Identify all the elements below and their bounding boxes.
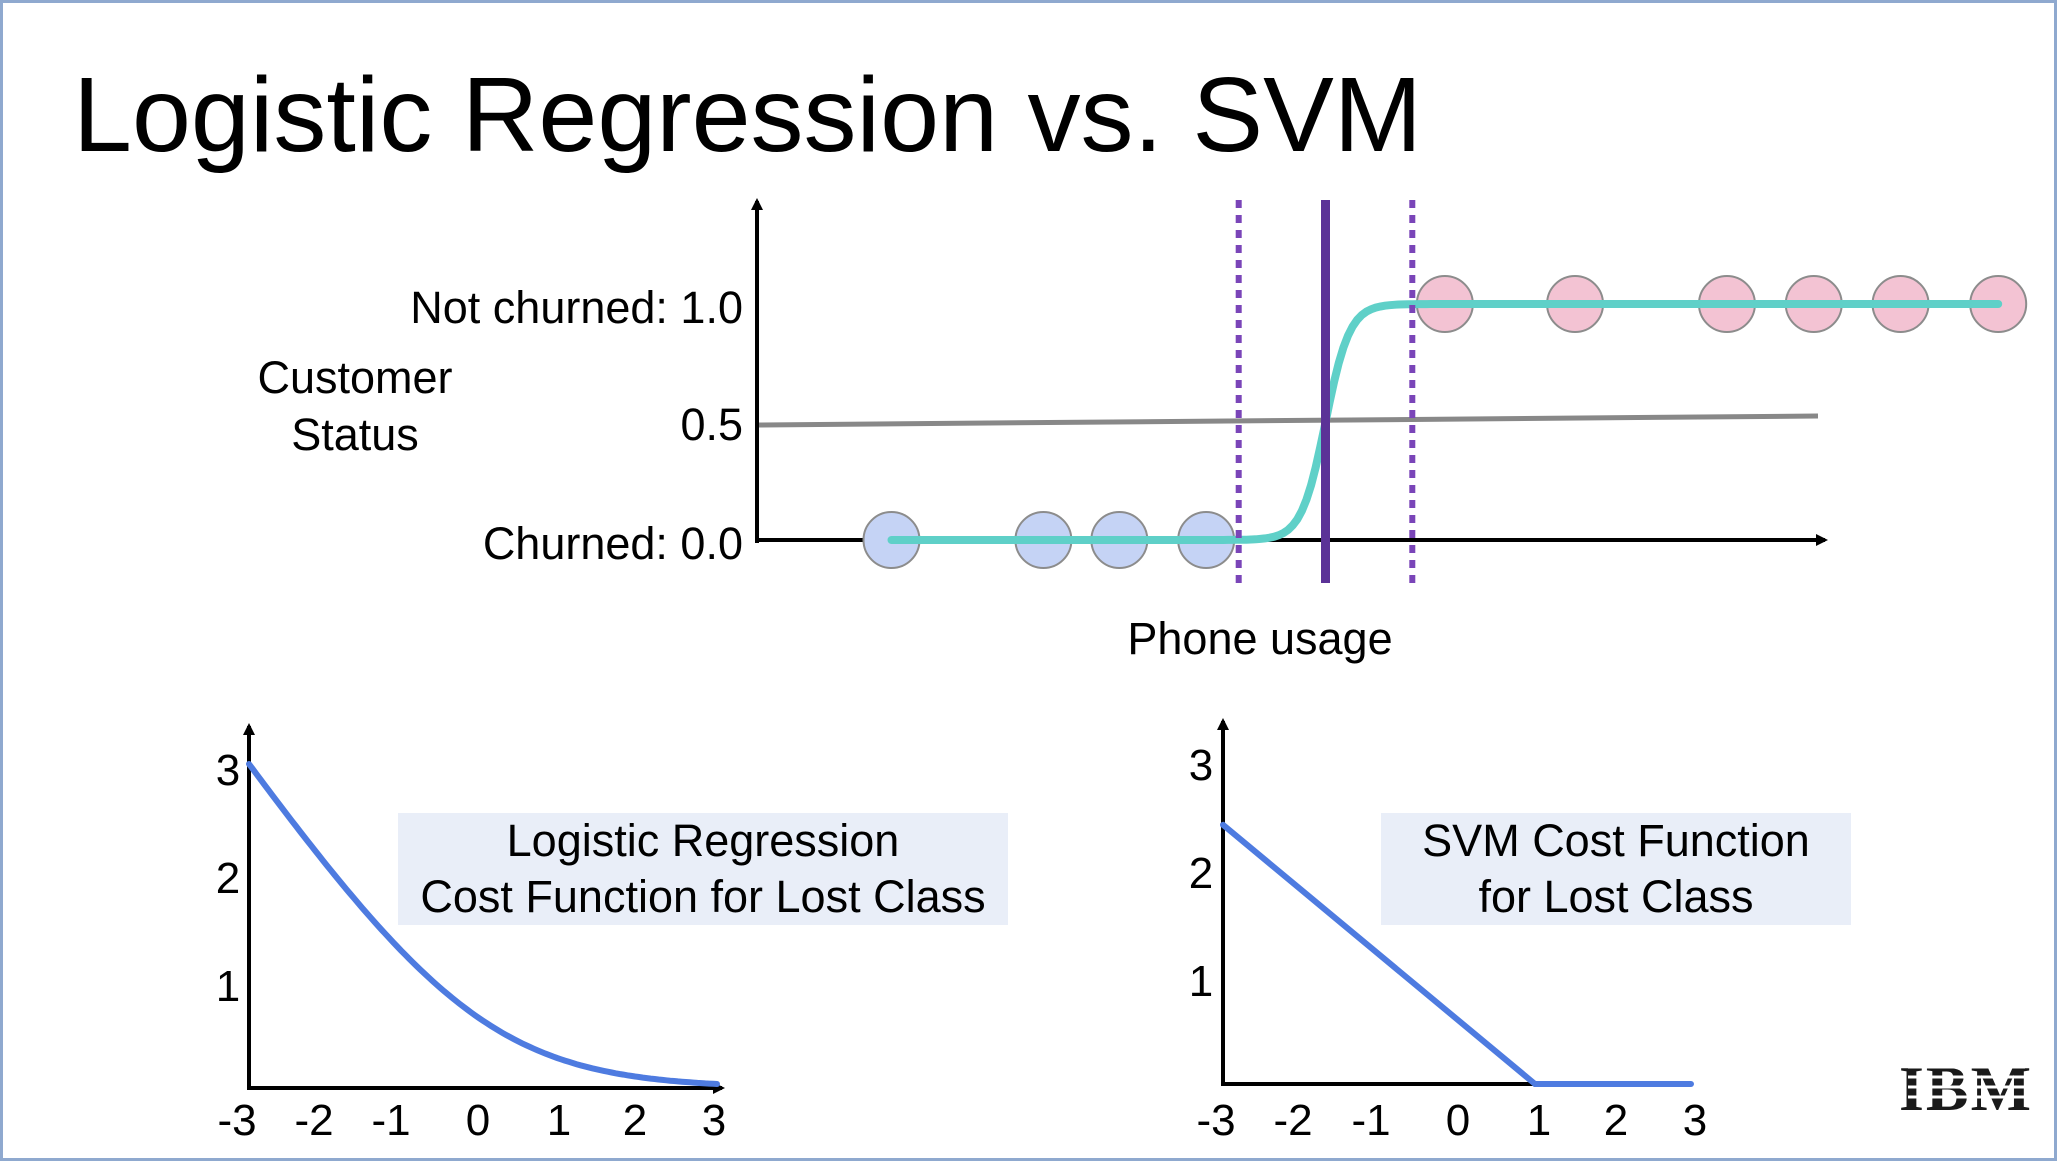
lr-x-tick: 3 [702,1096,726,1145]
y-axis-label-line1: Customer [257,352,452,403]
tick-not-churned: Not churned: 1.0 [410,282,743,333]
lr-y-tick: 3 [216,746,240,795]
svm-y-tick: 1 [1189,957,1213,1006]
tick-half: 0.5 [680,399,743,450]
svm-x-tick: -3 [1196,1096,1235,1145]
threshold-line [757,413,1819,428]
svm-cost-label-line1: SVM Cost Function [1422,815,1810,866]
slide-title: Logistic Regression vs. SVM [73,56,1422,174]
svm-x-tick: 2 [1604,1096,1628,1145]
svm-cost-label-box [1381,813,1851,925]
top-chart: Not churned: 1.0 0.5 Churned: 0.0 Custom… [257,198,2028,664]
slide-canvas: Logistic Regression vs. SVM Not churned:… [73,56,2031,1145]
svm-y-tick: 2 [1189,849,1213,898]
svm-x-tick: -1 [1351,1096,1390,1145]
svm-y-tick: 3 [1189,741,1213,790]
lr-cost-chart: Logistic Regression Cost Function for Lo… [216,723,1008,1145]
lr-x-tick: 0 [466,1096,490,1145]
lr-x-tick: -3 [217,1096,256,1145]
svm-cost-label-line2: for Lost Class [1478,871,1753,922]
lr-y-tick: 2 [216,854,240,903]
lr-x-tick: -2 [294,1096,333,1145]
lr-x-tick: 1 [547,1096,571,1145]
lr-cost-label-line2: Cost Function for Lost Class [420,871,985,922]
ibm-logo: IBM [1899,1053,2031,1124]
sigmoid-curve [887,300,2003,544]
svm-x-tick: 0 [1446,1096,1470,1145]
x-axis-label: Phone usage [1127,613,1392,664]
lr-cost-label-box [398,813,1008,925]
lr-x-tick: 2 [623,1096,647,1145]
svm-x-tick: -2 [1273,1096,1312,1145]
lr-x-tick: -1 [371,1096,410,1145]
y-axis-label-line2: Status [291,409,419,460]
tick-churned: Churned: 0.0 [483,518,743,569]
svm-x-tick: 1 [1527,1096,1551,1145]
lr-y-tick: 1 [216,962,240,1011]
svm-x-tick: 3 [1683,1096,1707,1145]
lr-cost-curve [246,761,720,1087]
svm-cost-chart: SVM Cost Function for Lost Class -3 -2 -… [1189,718,1851,1145]
svm-cost-curve [1220,821,1694,1087]
lr-cost-label-line1: Logistic Regression [507,815,900,866]
